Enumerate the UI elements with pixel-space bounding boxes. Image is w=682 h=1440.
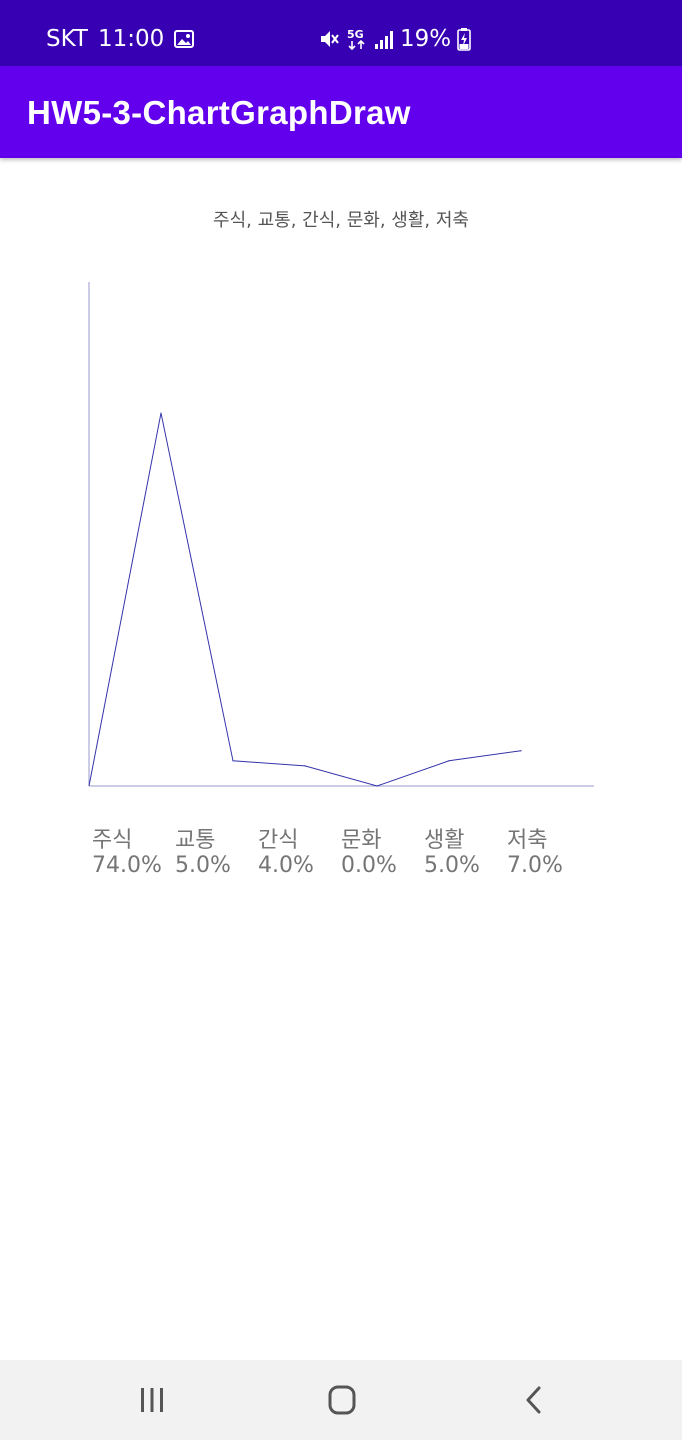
- data-point: [448, 760, 450, 762]
- app-title: HW5-3-ChartGraphDraw: [27, 94, 411, 131]
- 5g-icon: 5G: [346, 27, 368, 51]
- navigation-bar: [0, 1360, 682, 1440]
- home-icon[interactable]: [322, 1380, 362, 1420]
- status-right: 5G 19%: [318, 26, 471, 52]
- value-label: 74.0%: [92, 853, 162, 878]
- value-label: 5.0%: [175, 853, 231, 878]
- status-left: SKT 11:00: [46, 26, 195, 52]
- series-line: [88, 412, 522, 787]
- category-label: 문화: [341, 828, 382, 853]
- battery-charging-icon: [457, 27, 471, 51]
- category-label: 간식: [258, 828, 299, 853]
- chart-title: 주식, 교통, 간식, 문화, 생활, 저축: [213, 210, 469, 231]
- svg-text:5G: 5G: [347, 28, 364, 41]
- gallery-icon: [174, 30, 195, 48]
- recent-apps-icon[interactable]: [132, 1380, 172, 1420]
- line-chart: [88, 282, 594, 787]
- battery-percent: 19%: [400, 26, 452, 52]
- status-bar: SKT 11:00 5G: [0, 0, 682, 66]
- carrier-label: SKT: [46, 26, 88, 52]
- signal-icon: [374, 28, 394, 50]
- mute-icon: [318, 28, 340, 50]
- back-icon[interactable]: [514, 1380, 554, 1420]
- category-label: 저축: [507, 828, 548, 853]
- value-label: 0.0%: [341, 853, 397, 878]
- value-label: 4.0%: [258, 853, 314, 878]
- value-label: 7.0%: [507, 853, 563, 878]
- value-label: 5.0%: [424, 853, 480, 878]
- data-point: [232, 760, 234, 762]
- data-point: [520, 750, 522, 752]
- clock: 11:00: [97, 26, 165, 52]
- data-point: [376, 785, 378, 787]
- category-label: 주식: [92, 828, 133, 853]
- data-point: [160, 412, 162, 414]
- category-label: 생활: [424, 828, 465, 853]
- app-bar: HW5-3-ChartGraphDraw: [0, 66, 682, 158]
- data-point: [304, 765, 306, 767]
- category-label: 교통: [175, 828, 216, 853]
